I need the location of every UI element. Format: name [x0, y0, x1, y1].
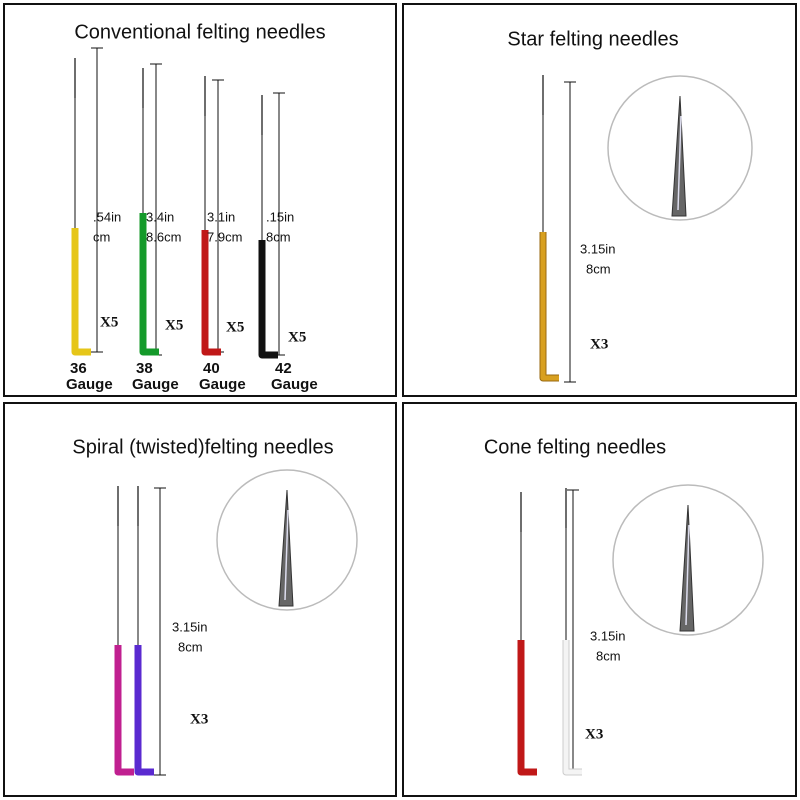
zoom-glint	[677, 115, 682, 211]
panel-frame	[3, 402, 397, 797]
panel-title: Spiral (twisted)felting needles	[72, 436, 333, 458]
gauge-label: Gauge	[66, 376, 113, 393]
length-cm: 8cm	[596, 648, 621, 663]
panel-frame	[402, 3, 797, 397]
zoom-glint	[284, 509, 289, 601]
length-cm: 7.9cm	[207, 229, 242, 244]
gauge-number: 40	[203, 360, 220, 377]
quantity: X5	[226, 319, 244, 335]
panel-title: Conventional felting needles	[74, 21, 325, 43]
panel-frame	[3, 3, 397, 397]
length-inches: 3.15in	[590, 628, 625, 643]
needle-handle-inner	[259, 240, 278, 358]
length-inches: 3.4in	[146, 209, 174, 224]
length-cm: 8cm	[266, 229, 291, 244]
panel-title: Cone felting needles	[484, 436, 666, 458]
needle-handle-inner	[540, 232, 559, 381]
gauge-label: Gauge	[132, 376, 179, 393]
needle-handle-inner	[72, 228, 91, 355]
length-inches: .54in	[93, 209, 121, 224]
needle-handle-inner	[115, 645, 134, 775]
needle-handle-inner	[202, 230, 221, 355]
gauge-label: Gauge	[271, 376, 318, 393]
needle-handle-inner	[140, 213, 159, 355]
length-cm: 8cm	[586, 261, 611, 276]
gauge-number: 36	[70, 360, 87, 377]
gauge-label: Gauge	[199, 376, 246, 393]
panel-title: Star felting needles	[507, 28, 678, 50]
quantity: X3	[585, 726, 603, 742]
length-inches: 3.1in	[207, 209, 235, 224]
quantity: X5	[288, 329, 306, 345]
length-inches: .15in	[266, 209, 294, 224]
gauge-number: 38	[136, 360, 153, 377]
length-inches: 3.15in	[172, 619, 207, 634]
length-cm: 8.6cm	[146, 229, 181, 244]
panel-frame	[402, 402, 797, 797]
zoom-glint	[685, 524, 690, 626]
quantity: X5	[100, 314, 118, 330]
length-cm: cm	[93, 229, 110, 244]
length-cm: 8cm	[178, 639, 203, 654]
length-inches: 3.15in	[580, 241, 615, 256]
needle-handle-inner	[563, 640, 582, 775]
quantity: X5	[165, 317, 183, 333]
needle-handle-inner	[518, 640, 537, 775]
quantity: X3	[590, 336, 608, 352]
needle-handle-inner	[135, 645, 154, 775]
gauge-number: 42	[275, 360, 292, 377]
quantity: X3	[190, 711, 208, 727]
